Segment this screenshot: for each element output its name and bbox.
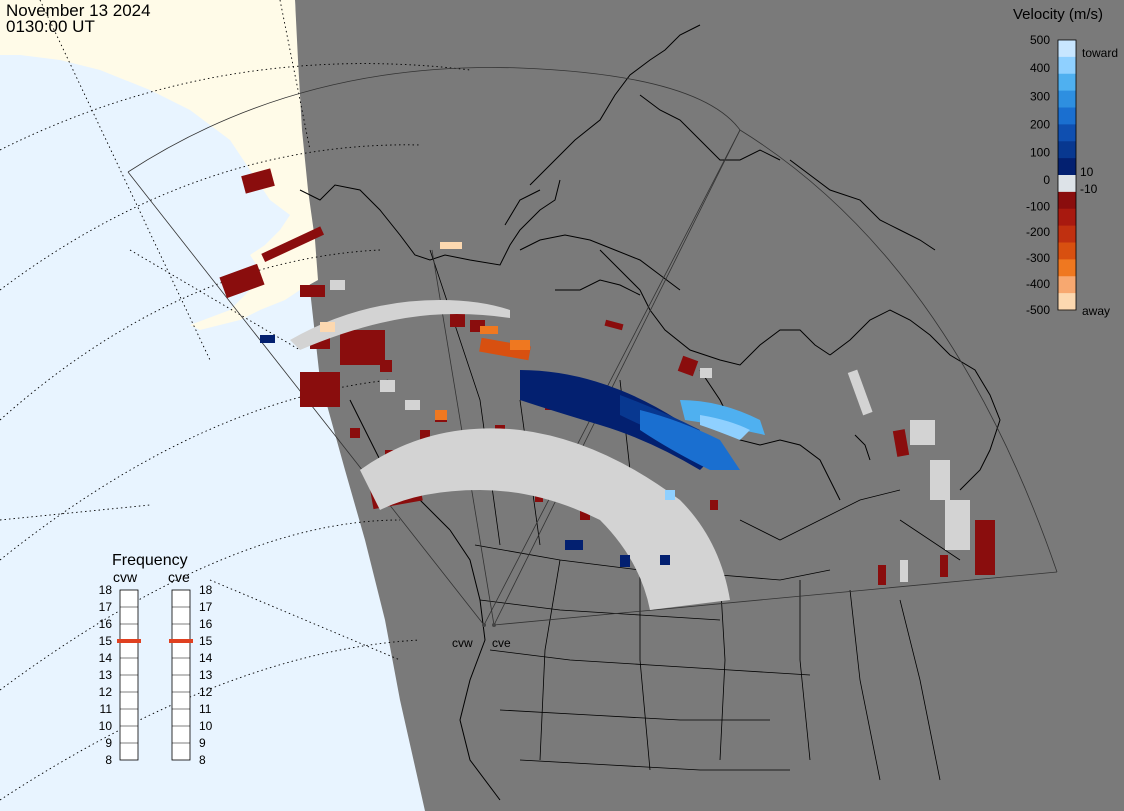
frequency-tick-label: 18 [199,583,213,597]
scale-tick-label: 400 [1030,61,1050,75]
alaska-land [0,0,318,330]
scale-tick-label: -100 [1026,199,1050,213]
site-cve-marker [492,623,496,627]
latitude-lines [0,0,471,801]
scale-color-swatch [1058,158,1076,176]
frequency-radar-name: cvw [113,569,138,585]
scale-tick-label: -500 [1026,303,1050,317]
scale-color-swatch [1058,242,1076,260]
frequency-tick-label: 9 [105,736,112,750]
frequency-title: Frequency [112,552,188,569]
frequency-tick-label: 14 [99,651,113,665]
ground-scatter [290,242,970,610]
scale-color-swatch [1058,90,1076,108]
scale-toward-label: toward [1082,46,1118,60]
scale-tick-label: 10 [1080,165,1094,179]
frequency-tick-label: 11 [100,702,113,716]
scale-color-swatch [1058,56,1076,75]
scale-tick-label: -10 [1080,182,1098,196]
time-label: 0130:00 UT [6,17,95,36]
scale-frame [1057,39,1077,311]
frequency-marker [169,639,193,643]
scale-color-swatch [1058,293,1076,311]
frequency-tick-label: 10 [199,719,213,733]
frequency-tick-label: 8 [199,753,206,767]
scale-color-swatch [1058,225,1076,243]
scale-tick-label: 300 [1030,89,1050,103]
frequency-tick-label: 9 [199,736,206,750]
frequency-tick-label: 11 [199,702,212,716]
scale-color-swatch [1058,124,1076,142]
scale-away-label: away [1082,304,1110,318]
scale-tick-label: -400 [1026,277,1050,291]
scale-color-swatch [1058,107,1076,125]
scale-color-swatch [1058,40,1076,58]
scale-color-swatch [1058,191,1076,210]
scale-color-swatch [1058,276,1076,294]
frequency-tick-label: 18 [99,583,113,597]
date-label: November 13 2024 [6,1,151,20]
velocity-data-orange [320,322,531,420]
scale-tick-label: 200 [1030,117,1050,131]
scale-color-swatch [1058,259,1076,277]
site-cvw-label: cvw [452,636,473,650]
scale-color-swatch [1058,141,1076,159]
frequency-marker [117,639,141,643]
frequency-tick-label: 10 [99,719,113,733]
site-cve-label: cve [492,636,511,650]
scale-tick-label: 0 [1043,173,1050,187]
scale-color-swatch [1058,175,1076,193]
frequency-radar-name: cve [168,569,190,585]
frequency-tick-label: 14 [199,651,213,665]
scale-tick-label: 100 [1030,146,1050,160]
scale-color-swatch [1058,208,1076,227]
velocity-scale-title: Velocity (m/s) [1013,6,1104,23]
velocity-color-scale: 500400300200100100-10-100-200-300-400-50… [1026,33,1118,318]
scale-color-swatch [1058,73,1076,92]
frequency-tick-label: 15 [99,634,113,648]
frequency-tick-label: 17 [199,600,213,614]
frequency-tick-label: 8 [105,753,112,767]
radar-sites: cvw cve [452,623,511,650]
site-cvw-marker [482,623,486,627]
frequency-tick-label: 15 [199,634,213,648]
frequency-tick-label: 13 [199,668,213,682]
frequency-tick-label: 16 [99,617,113,631]
frequency-tick-label: 12 [99,685,113,699]
coastlines [299,24,1001,801]
velocity-data-toward [260,335,765,567]
scale-tick-label: -200 [1026,225,1050,239]
scale-tick-label: -300 [1026,251,1050,265]
frequency-tick-label: 13 [99,668,113,682]
frequency-tick-label: 16 [199,617,213,631]
frequency-tick-label: 17 [99,600,113,614]
frequency-tick-label: 12 [199,685,213,699]
scale-tick-label: 500 [1030,33,1050,47]
